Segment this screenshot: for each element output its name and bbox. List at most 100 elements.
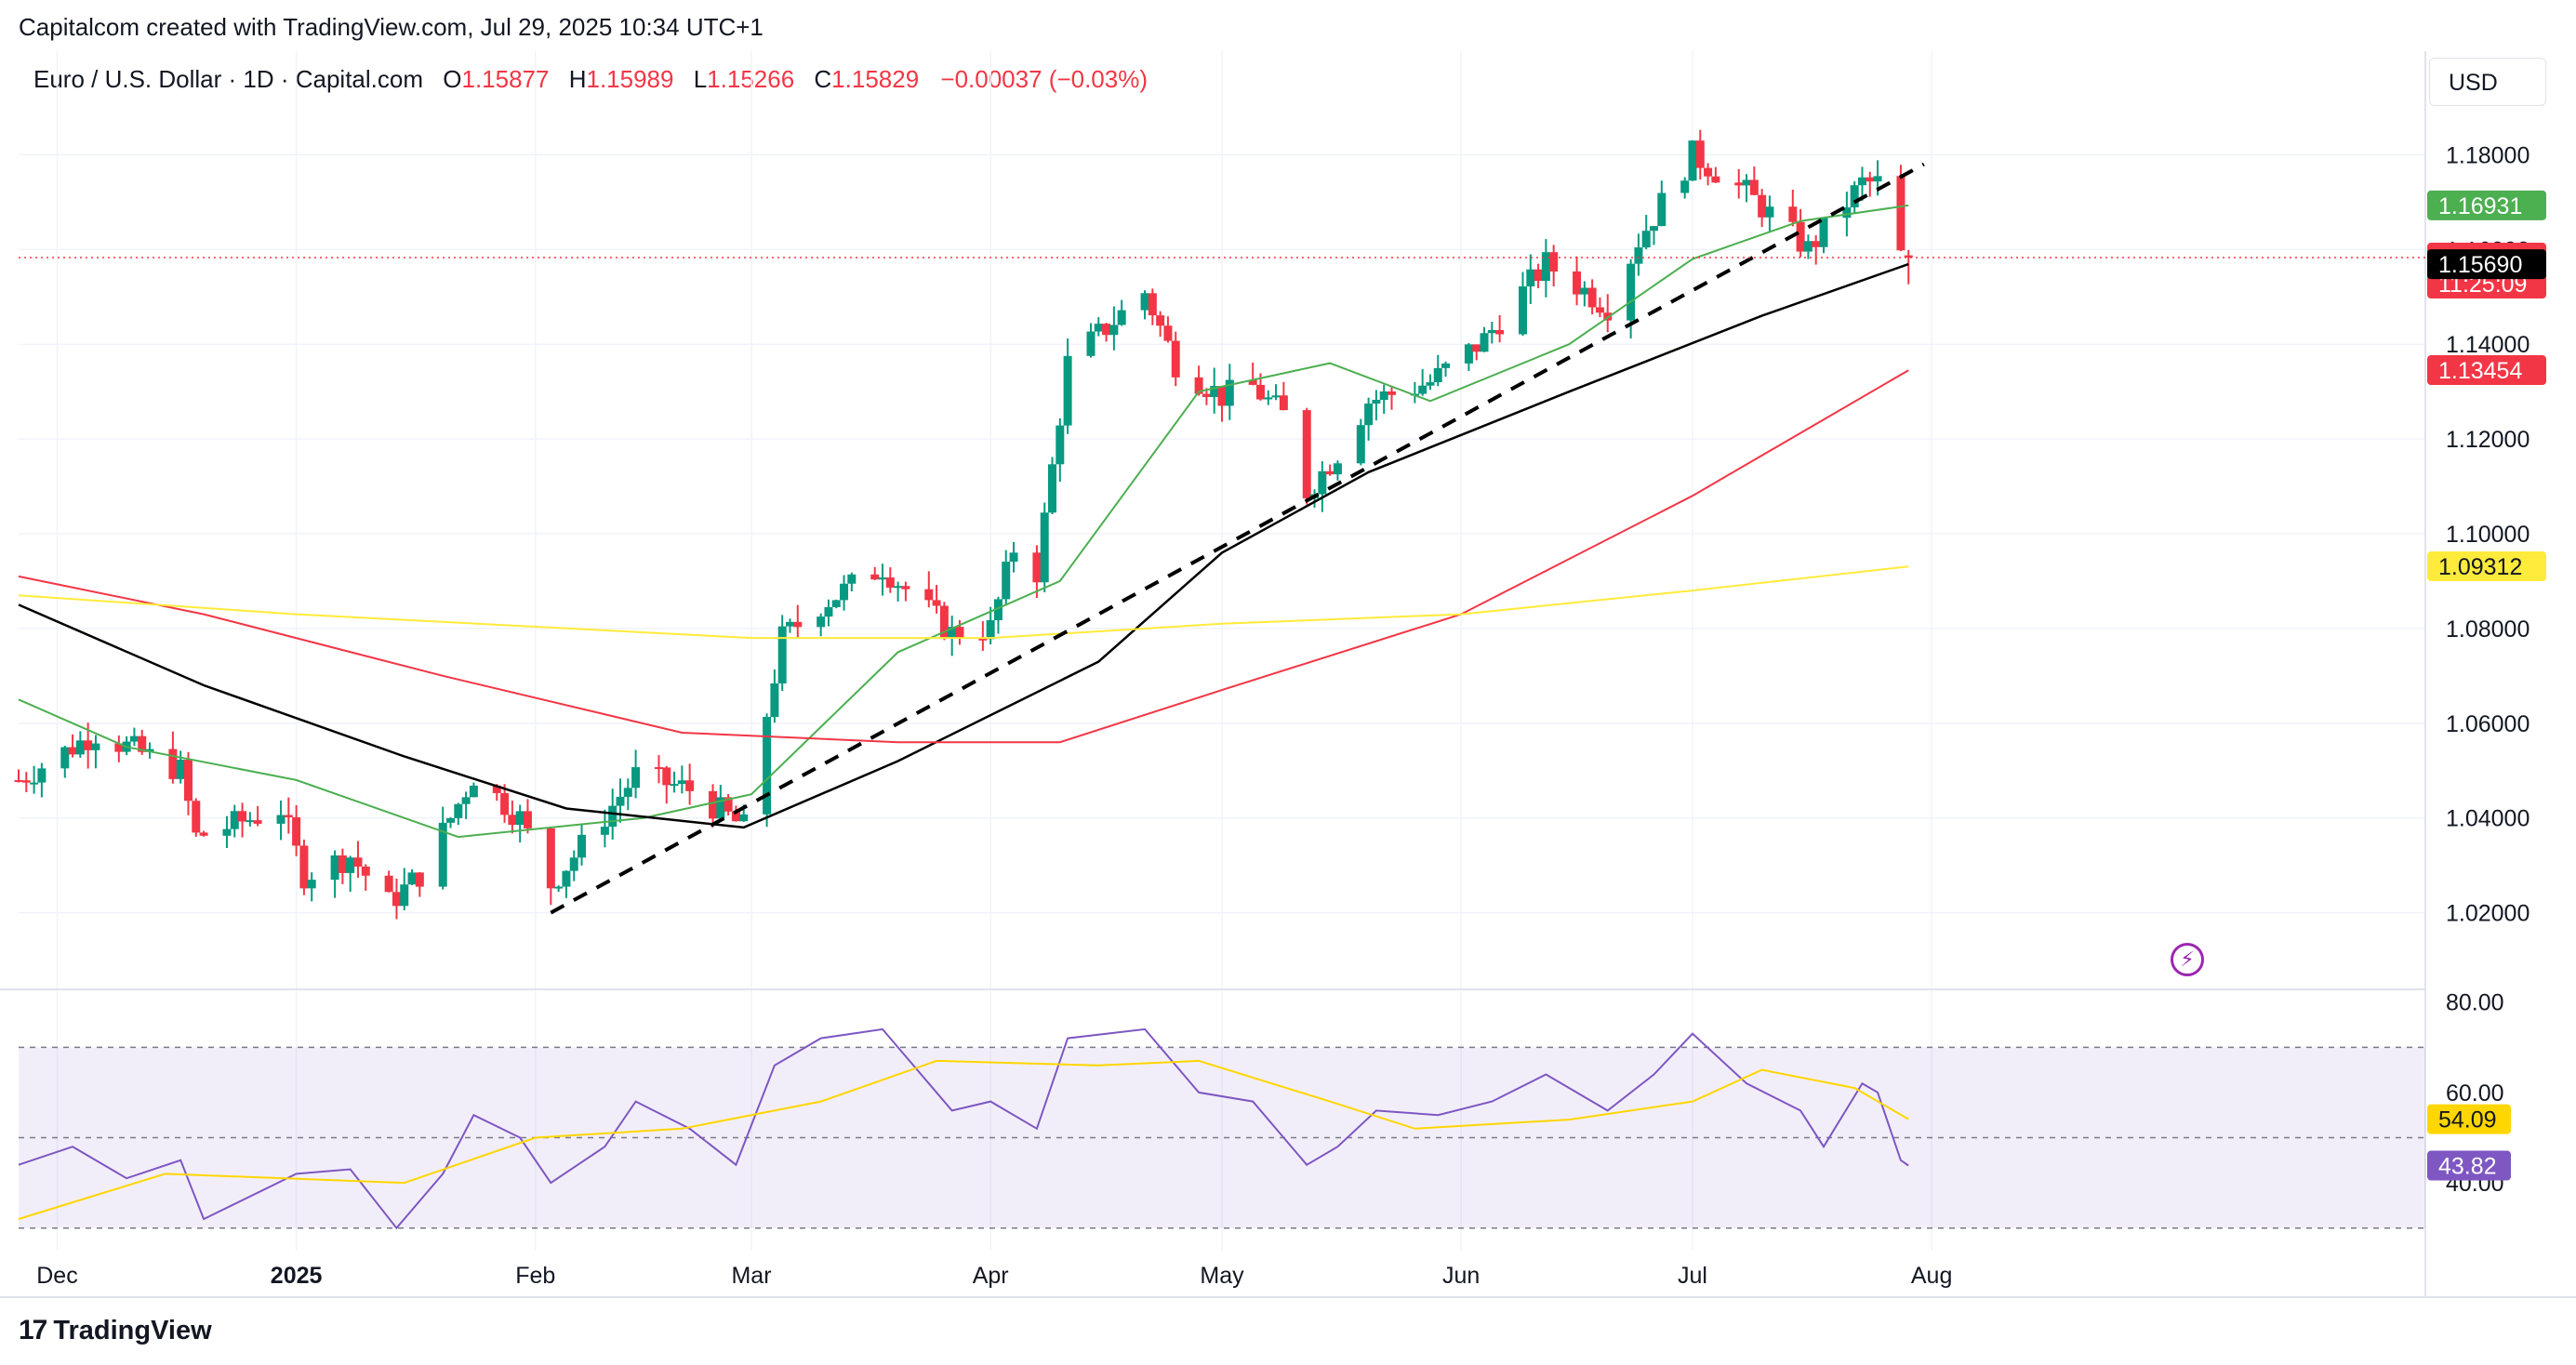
candle-body [600, 827, 609, 835]
candle-body [30, 782, 39, 785]
candle-body [299, 845, 309, 889]
candle-body [932, 600, 941, 606]
trendline [550, 162, 1925, 915]
candle-body [1356, 425, 1365, 464]
candle-body [276, 815, 285, 824]
candle-body [1156, 315, 1165, 326]
candle-body [677, 780, 686, 785]
candle-body [1271, 395, 1281, 398]
candles [14, 129, 1913, 920]
candle-body [1534, 269, 1543, 282]
candle-body [1541, 252, 1550, 282]
candle-body [1580, 287, 1589, 295]
candle-body [60, 747, 70, 769]
open-value: 1.15877 [461, 65, 550, 93]
candle-body [138, 736, 147, 752]
candle-body [1387, 391, 1396, 395]
candle-body [238, 811, 247, 822]
price-tick-label: 1.08000 [2446, 616, 2530, 643]
candle-body [284, 815, 293, 817]
lightning-icon[interactable]: ⚡ [2171, 943, 2204, 976]
candle-body [1094, 324, 1103, 332]
candle-body [546, 828, 555, 889]
candle-body [1109, 325, 1119, 336]
candle-body [739, 814, 749, 822]
candle-body [438, 822, 447, 887]
candle-body [91, 743, 100, 750]
candle-body [1372, 400, 1381, 404]
candle-body [1812, 241, 1821, 247]
candle-body [1063, 355, 1072, 426]
tradingview-logo[interactable]: 17 TradingView [19, 1315, 212, 1346]
price-badge [2427, 355, 2546, 386]
price-tick-label: 1.04000 [2446, 806, 2530, 832]
close-label: C [814, 65, 832, 93]
price-badge-label: 1.13454 [2438, 358, 2522, 384]
candle-body [253, 820, 262, 824]
rsi-badge-label: 54.09 [2438, 1107, 2497, 1133]
candle-body [230, 811, 239, 829]
candle-body [1379, 391, 1388, 401]
candle-body [1803, 241, 1812, 252]
candle-body [1573, 271, 1582, 295]
candle-body [361, 866, 370, 876]
candle-body [492, 785, 501, 793]
tradingview-brand: TradingView [53, 1315, 212, 1345]
time-tick-label: Jun [1442, 1263, 1480, 1289]
candle-body [1318, 470, 1327, 495]
candle-body [1842, 207, 1852, 219]
change-value: −0.00037 (−0.03%) [940, 65, 1149, 93]
candle-body [1426, 382, 1435, 386]
price-badge [2427, 190, 2546, 220]
candle-body [1587, 287, 1597, 308]
candle-body [176, 759, 185, 779]
candle-body [1364, 404, 1374, 426]
time-tick-label: Feb [515, 1263, 555, 1289]
candle-body [670, 784, 679, 787]
candle-body [199, 832, 208, 836]
candle-body [1148, 293, 1157, 316]
candle-body [1796, 221, 1805, 252]
symbol-name[interactable]: Euro / U.S. Dollar · 1D · Capital.com [33, 65, 424, 93]
candle-body [623, 788, 632, 797]
candle-body [716, 797, 725, 819]
high-label: H [568, 65, 587, 93]
candle-body [654, 767, 663, 770]
candle-body [870, 574, 880, 580]
candle-body [1758, 194, 1767, 218]
candle-body [1279, 395, 1288, 411]
candle-body [392, 892, 401, 907]
candle-body [793, 621, 803, 628]
candle-body [37, 768, 46, 783]
high-value: 1.15989 [586, 65, 674, 93]
candle-body [1418, 385, 1427, 394]
candle-body [68, 747, 77, 755]
candle-body [1634, 247, 1643, 264]
candle-body [1549, 252, 1559, 272]
candle-body [1140, 293, 1149, 311]
candle-body [924, 589, 934, 601]
price-badge [2427, 551, 2546, 582]
time-tick-label: May [1200, 1263, 1244, 1289]
price-badge-label: 1.15690 [2438, 252, 2522, 278]
currency-button[interactable]: USD [2429, 58, 2546, 106]
candle-body [1194, 377, 1203, 394]
symbol-legend: Euro / U.S. Dollar · 1D · Capital.com O1… [33, 65, 1148, 94]
candle-body [1742, 179, 1751, 186]
candle-body [785, 621, 794, 627]
candle-body [1325, 470, 1334, 475]
candle-body [993, 599, 1003, 621]
candle-body [1788, 206, 1798, 222]
rsi-series-rsi_ma [18, 1059, 1909, 1220]
candle-body [1002, 562, 1011, 600]
candle-body [1650, 226, 1659, 232]
rsi-tick-label: 80.00 [2446, 990, 2504, 1016]
candle-body [1641, 231, 1651, 248]
moving-average-line-ma200 [18, 565, 1909, 640]
candle-body [500, 792, 510, 815]
candle-body [114, 743, 124, 752]
rsi-band [19, 1047, 2425, 1228]
candle-body [508, 815, 517, 826]
tradingview-logo-icon: 17 [19, 1315, 47, 1345]
